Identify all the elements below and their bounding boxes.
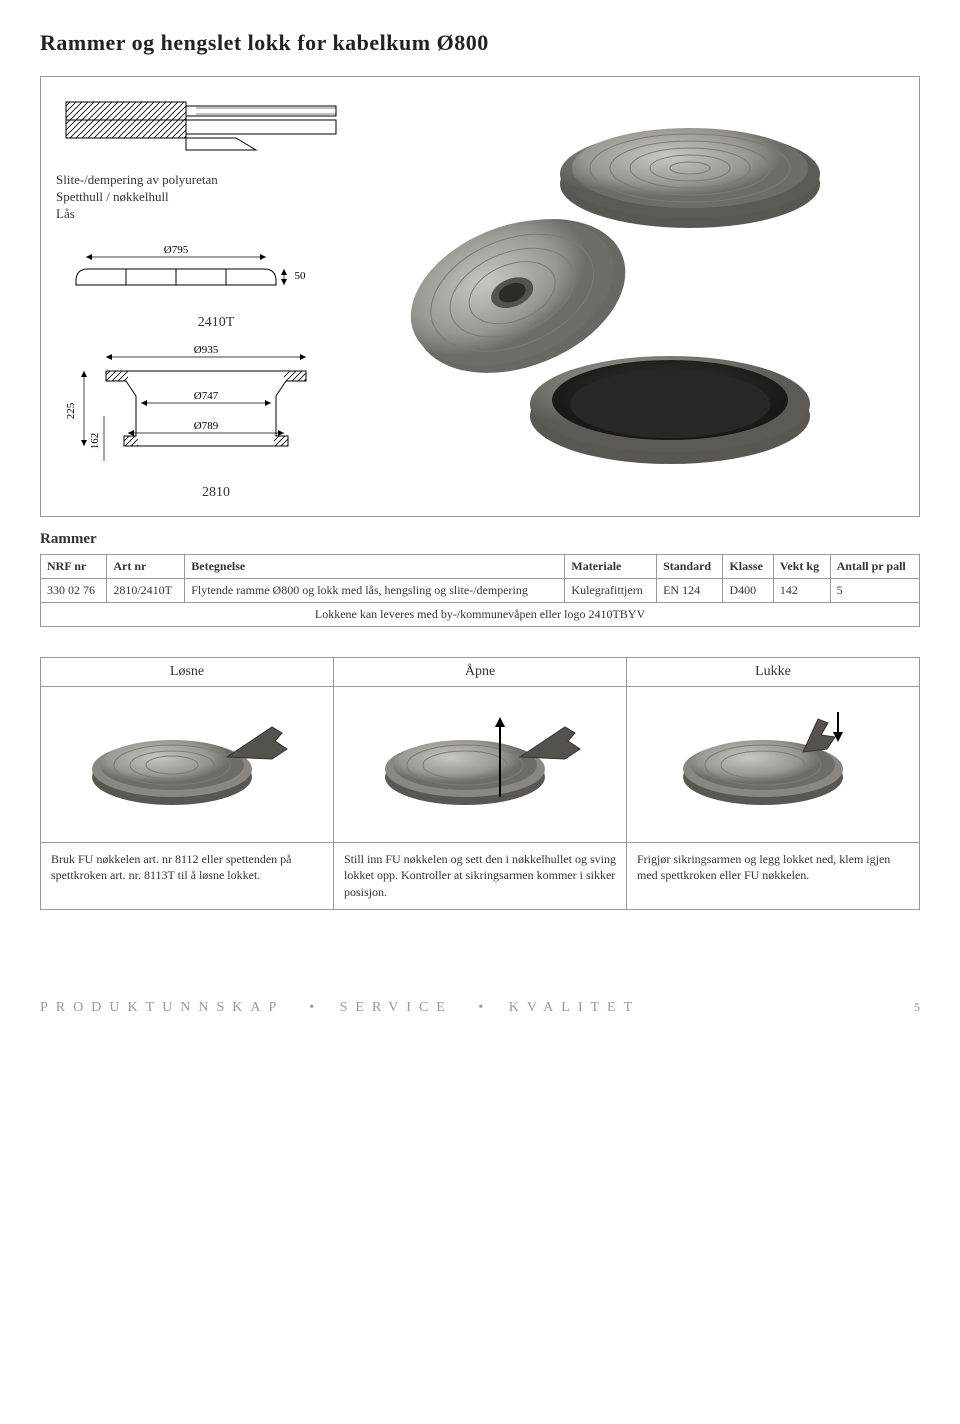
op-desc-losne: Bruk FU nøkkelen art. nr 8112 eller spet…	[41, 842, 334, 909]
footer-sep-2: •	[478, 1000, 483, 1015]
op-desc-lukke: Frigjør sikringsarmen og legg lokket ned…	[627, 842, 920, 909]
op-img-losne	[41, 686, 334, 842]
cell-vekt: 142	[773, 578, 830, 602]
op-header-row: Løsne Åpne Lukke	[41, 657, 920, 686]
cell-antall: 5	[830, 578, 919, 602]
page-title: Rammer og hengslet lokk for kabelkum Ø80…	[40, 30, 920, 56]
col-klasse: Klasse	[723, 554, 773, 578]
dim-height-label: 50	[295, 270, 307, 282]
table-section-heading: Rammer	[40, 531, 920, 548]
op-img-lukke	[627, 686, 920, 842]
frame-profile-drawing: Ø935 Ø747 Ø789 225	[56, 341, 336, 471]
dim-inner-label: Ø789	[194, 420, 219, 432]
col-nrf: NRF nr	[41, 554, 107, 578]
technical-drawings-column: Slite-/dempering av polyuretan Spetthull…	[56, 92, 376, 501]
op-header-apne: Åpne	[334, 657, 627, 686]
col-vekt: Vekt kg	[773, 554, 830, 578]
operations-table: Løsne Åpne Lukke	[40, 657, 920, 910]
page-footer: PRODUKTUNNSKAP • SERVICE • KVALITET 5	[40, 1000, 920, 1016]
op-image-row	[41, 686, 920, 842]
footer-right: KVALITET	[509, 1000, 640, 1015]
cell-art: 2810/2410T	[107, 578, 185, 602]
footer-left: PRODUKTUNNSKAP	[40, 1000, 284, 1015]
cell-klasse: D400	[723, 578, 773, 602]
op-desc-row: Bruk FU nøkkelen art. nr 8112 eller spet…	[41, 842, 920, 909]
col-antall: Antall pr pall	[830, 554, 919, 578]
table-header-row: NRF nr Art nr Betegnelse Materiale Stand…	[41, 554, 920, 578]
col-betegnelse: Betegnelse	[185, 554, 565, 578]
page-number: 5	[914, 1000, 920, 1015]
dim-h2-label: 162	[89, 432, 101, 449]
part-label-2810: 2810	[56, 485, 376, 501]
cell-nrf: 330 02 76	[41, 578, 107, 602]
dim-h1-label: 225	[65, 402, 77, 419]
dim-diameter-label: Ø795	[164, 244, 189, 256]
note-line-1: Slite-/dempering av polyuretan	[56, 172, 376, 189]
cell-betegnelse: Flytende ramme Ø800 og lokk med lås, hen…	[185, 578, 565, 602]
note-line-2: Spetthull / nøkkelhull	[56, 189, 376, 206]
cell-standard: EN 124	[657, 578, 723, 602]
op-header-lukke: Lukke	[627, 657, 920, 686]
lid-profile-drawing: Ø795 50	[56, 241, 316, 301]
col-standard: Standard	[657, 554, 723, 578]
op-header-losne: Løsne	[41, 657, 334, 686]
table-footer-note: Lokkene kan leveres med by-/kommunevåpen…	[41, 602, 920, 626]
col-art: Art nr	[107, 554, 185, 578]
footer-mid: SERVICE	[340, 1000, 453, 1015]
product-render-area	[396, 96, 904, 496]
op-desc-apne: Still inn FU nøkkelen og sett den i nøkk…	[334, 842, 627, 909]
dim-mid-label: Ø747	[194, 390, 219, 402]
open-lid-render	[410, 188, 810, 464]
table-row: 330 02 76 2810/2410T Flytende ramme Ø800…	[41, 578, 920, 602]
footer-text: PRODUKTUNNSKAP • SERVICE • KVALITET	[40, 1000, 640, 1016]
col-materiale: Materiale	[565, 554, 657, 578]
cross-section-drawing	[56, 92, 356, 162]
product-data-table: NRF nr Art nr Betegnelse Materiale Stand…	[40, 554, 920, 627]
cell-materiale: Kulegrafittjern	[565, 578, 657, 602]
dim-outer-label: Ø935	[194, 344, 219, 356]
diagram-panel: Slite-/dempering av polyuretan Spetthull…	[40, 76, 920, 517]
diagram-notes: Slite-/dempering av polyuretan Spetthull…	[56, 172, 376, 223]
footer-sep-1: •	[309, 1000, 314, 1015]
op-img-apne	[334, 686, 627, 842]
table-footer-row: Lokkene kan leveres med by-/kommunevåpen…	[41, 602, 920, 626]
product-render-svg	[410, 96, 890, 496]
part-label-2410t: 2410T	[56, 315, 376, 331]
closed-lid-render	[560, 128, 820, 228]
note-line-3: Lås	[56, 206, 376, 223]
